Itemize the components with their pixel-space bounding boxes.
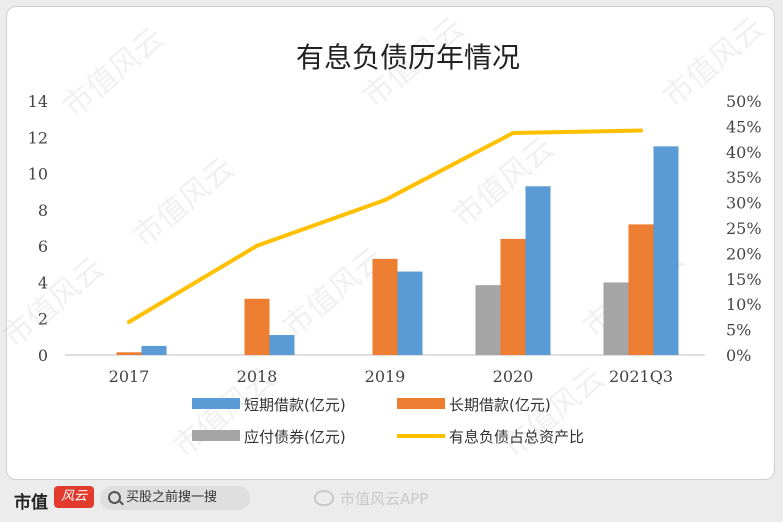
y-right-tick-label: 20% <box>726 244 762 263</box>
legend-label: 应付债券(亿元) <box>244 428 346 446</box>
x-tick-label: 2019 <box>365 367 406 386</box>
line-point <box>639 128 643 133</box>
legend-swatch <box>192 430 240 441</box>
bar <box>603 282 629 355</box>
x-tick-label: 2021Q3 <box>609 367 673 386</box>
y-right-tick-label: 0% <box>726 346 751 365</box>
x-tick-label: 2018 <box>237 367 278 386</box>
watermark-text: 市值风云 <box>0 251 111 355</box>
y-left-tick-label: 2 <box>38 310 48 329</box>
y-left-tick-label: 4 <box>38 273 48 292</box>
watermark-text: 市值风云 <box>57 21 171 125</box>
bar <box>141 345 167 355</box>
search-icon <box>108 491 121 504</box>
bar <box>244 298 270 355</box>
weibo-text: 市值风云APP <box>340 490 429 508</box>
y-left-tick-label: 10 <box>28 165 48 184</box>
chart-title: 有息负债历年情况 <box>296 41 520 74</box>
weibo-watermark: 市值风云APP <box>314 488 428 509</box>
y-left-tick-label: 8 <box>38 201 48 220</box>
line-point <box>511 131 515 136</box>
y-right-tick-label: 10% <box>726 295 762 314</box>
legend-swatch <box>192 398 240 409</box>
footer-bar: 市值 风云 买股之前搜一搜 市值风云APP <box>0 480 783 522</box>
y-left-tick-label: 0 <box>38 346 48 365</box>
search-box[interactable]: 买股之前搜一搜 <box>100 486 250 510</box>
legend-swatch <box>397 398 445 409</box>
y-left-tick-label: 12 <box>28 128 48 147</box>
brand-logo-text: 市值 <box>14 493 48 513</box>
legend-label: 有息负债占总资产比 <box>449 428 584 446</box>
y-right-tick-label: 45% <box>726 117 762 136</box>
bar <box>653 146 679 355</box>
y-right-tick-label: 5% <box>726 321 751 340</box>
weibo-icon <box>314 490 334 506</box>
bar <box>525 186 551 355</box>
y-right-tick-label: 35% <box>726 168 762 187</box>
bar <box>500 238 526 355</box>
bars <box>116 146 679 355</box>
y-right-tick-label: 15% <box>726 270 762 289</box>
y-right-tick-label: 40% <box>726 143 762 162</box>
axes: 0 2 4 6 8 10 12 14 0% 5% 10% 15% 20% 25% 30% 35% 40% 45% 5… <box>28 92 762 386</box>
bar <box>116 352 142 355</box>
watermark-text: 市值风云 <box>127 151 241 255</box>
search-text: 买股之前搜一搜 <box>126 490 218 505</box>
line-point <box>383 198 387 203</box>
ratio-line <box>127 128 643 324</box>
line-point <box>127 319 131 324</box>
x-tick-label: 2020 <box>493 367 534 386</box>
legend-label: 长期借款(亿元) <box>449 396 551 414</box>
line-point <box>255 243 259 248</box>
x-tick-label: 2017 <box>109 367 150 386</box>
bar <box>269 335 295 355</box>
y-left-tick-label: 6 <box>38 237 48 256</box>
y-left-tick-label: 14 <box>28 92 48 111</box>
legend: 短期借款(亿元) 长期借款(亿元) 应付债券(亿元) 有息负债占总资产比 <box>192 396 584 446</box>
bar <box>372 258 398 355</box>
bar <box>475 285 501 355</box>
y-right-tick-label: 30% <box>726 194 762 213</box>
brand-logo-badge: 风云 <box>54 486 94 508</box>
y-right-tick-label: 25% <box>726 219 762 238</box>
bar <box>628 224 654 355</box>
y-right-tick-label: 50% <box>726 92 762 111</box>
chart: 市值风云市值风云市值风云市值风云市值风云市值风云市值风云市值风云市值风云市值风云… <box>0 11 771 465</box>
bar <box>397 271 423 355</box>
legend-label: 短期借款(亿元) <box>244 396 346 414</box>
